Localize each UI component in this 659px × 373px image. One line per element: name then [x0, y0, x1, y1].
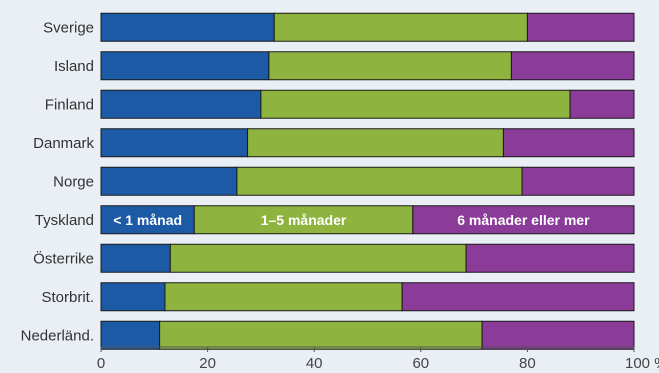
bar-segment-island-series-1 [100, 51, 270, 81]
series-label-2: 1–5 månader [261, 212, 347, 228]
bar-segment-tyskland-series-2 [193, 205, 414, 235]
category-label-island: Island [54, 58, 94, 75]
bar-segment-tyskland-series-1 [100, 205, 195, 235]
x-tick-label-4: 80 [519, 355, 536, 372]
bar-segment-finland-series-3 [569, 89, 635, 119]
category-label-tyskland: Tyskland [35, 212, 94, 229]
bar-segment-nederländ-series-3 [481, 320, 635, 350]
bar-segment-finland-series-1 [100, 89, 262, 119]
bar-segment-finland-series-2 [260, 89, 571, 119]
bar-segment-österrike-series-2 [169, 243, 467, 273]
bar-segment-danmark-series-3 [502, 128, 635, 158]
bar-segment-sverige-series-1 [100, 12, 275, 42]
bar-segment-österrike-series-1 [100, 243, 171, 273]
x-tick-label-5: 100 % [625, 355, 659, 372]
category-label-danmark: Danmark [33, 135, 94, 152]
category-label-österrike: Österrike [33, 249, 94, 267]
category-label-sverige: Sverige [43, 19, 94, 36]
category-label-finland: Finland [45, 96, 94, 113]
bar-segment-norge-series-2 [236, 166, 523, 196]
category-label-storbrit: Storbrit. [41, 289, 94, 306]
x-tick-label-3: 60 [412, 355, 429, 372]
category-label-norge: Norge [53, 173, 94, 190]
bar-segment-nederländ-series-2 [159, 320, 483, 350]
bar-segment-storbrit-series-3 [401, 282, 635, 312]
bar-segment-island-series-3 [510, 51, 635, 81]
x-tick-label-2: 40 [306, 355, 323, 372]
bar-segment-sverige-series-2 [273, 12, 528, 42]
bar-segment-tyskland-series-3 [412, 205, 635, 235]
x-tick-label-0: 0 [97, 355, 105, 372]
bar-segment-island-series-2 [268, 51, 512, 81]
bar-segment-nederländ-series-1 [100, 320, 161, 350]
bar-segment-sverige-series-3 [526, 12, 635, 42]
bar-segment-storbrit-series-1 [100, 282, 166, 312]
bar-segment-storbrit-series-2 [164, 282, 403, 312]
bar-segment-danmark-series-1 [100, 128, 249, 158]
series-label-1: < 1 månad [113, 212, 182, 228]
series-label-3: 6 månader eller mer [457, 212, 590, 228]
bar-segment-norge-series-1 [100, 166, 238, 196]
x-tick-label-1: 20 [199, 355, 216, 372]
bar-segment-danmark-series-2 [247, 128, 504, 158]
bar-segment-österrike-series-3 [465, 243, 635, 273]
category-label-nederländ: Nederländ. [21, 327, 94, 344]
bar-segment-norge-series-3 [521, 166, 635, 196]
